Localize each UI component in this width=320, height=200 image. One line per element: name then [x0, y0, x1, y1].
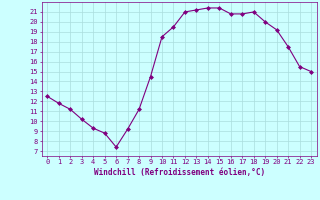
X-axis label: Windchill (Refroidissement éolien,°C): Windchill (Refroidissement éolien,°C) [94, 168, 265, 177]
